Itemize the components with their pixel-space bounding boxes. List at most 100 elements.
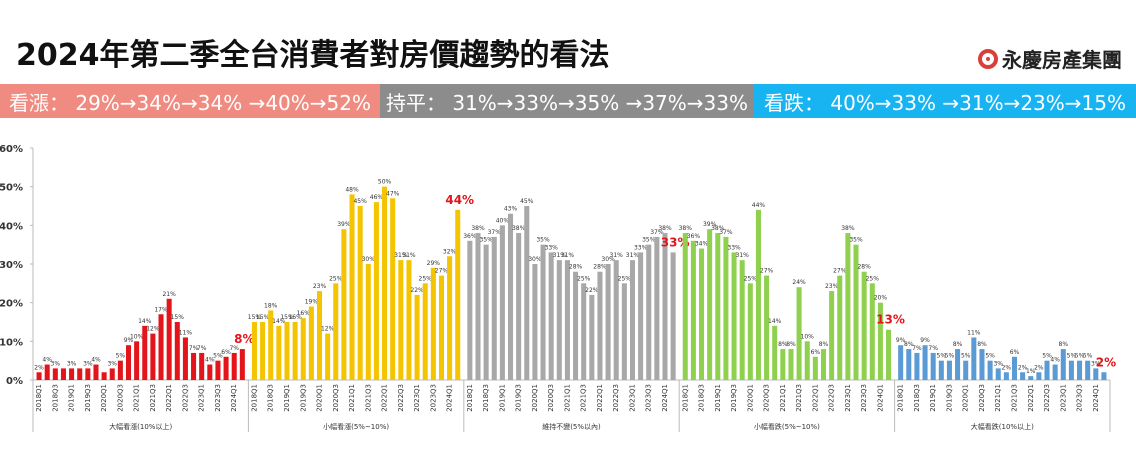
- x-tick-label: 2020Q3: [978, 384, 986, 412]
- data-label: 33%: [634, 244, 648, 251]
- y-tick-label: 0%: [6, 376, 23, 387]
- bar: [1028, 376, 1034, 380]
- data-label: 38%: [841, 225, 855, 232]
- data-label: 31%: [402, 252, 416, 259]
- x-tick-label: 2020Q3: [763, 384, 771, 412]
- bar: [589, 294, 595, 380]
- bar: [556, 260, 562, 380]
- data-label: 4%: [205, 357, 215, 364]
- highlight-label: 13%: [876, 313, 905, 327]
- bar: [963, 360, 969, 380]
- x-tick-label: 2018Q1: [897, 384, 905, 412]
- x-tick-label: 2024Q1: [230, 384, 238, 412]
- data-label: 23%: [313, 283, 327, 290]
- data-label: 5%: [1067, 353, 1077, 360]
- x-tick-label: 2021Q1: [133, 384, 141, 412]
- bar: [325, 333, 331, 380]
- bar: [1077, 360, 1083, 380]
- x-tick-label: 2020Q3: [547, 384, 555, 412]
- bar: [166, 298, 172, 380]
- bar: [747, 283, 753, 380]
- bar: [1068, 360, 1074, 380]
- logo-text: 永慶房產集團: [1002, 48, 1122, 72]
- bar: [365, 264, 371, 380]
- bar: [101, 372, 107, 380]
- data-label: 35%: [536, 237, 550, 244]
- bar: [406, 260, 412, 380]
- data-label: 3%: [83, 360, 93, 367]
- y-tick-label: 50%: [0, 183, 23, 194]
- data-label: 6%: [221, 349, 231, 356]
- bar: [540, 244, 546, 380]
- data-label: 7%: [229, 345, 239, 352]
- bar: [886, 329, 892, 380]
- x-tick-label: 2020Q1: [316, 384, 324, 412]
- data-label: 5%: [116, 353, 126, 360]
- x-tick-label: 2021Q3: [580, 384, 588, 412]
- data-label: 28%: [569, 264, 583, 271]
- data-label: 33%: [545, 244, 559, 251]
- data-label: 25%: [329, 275, 343, 282]
- bar: [199, 352, 205, 380]
- bar: [938, 360, 944, 380]
- x-tick-label: 2024Q1: [1092, 384, 1100, 412]
- bar: [308, 306, 314, 380]
- x-tick-label: 2024Q1: [446, 384, 454, 412]
- bar: [877, 302, 883, 380]
- highlight-label: 44%: [445, 193, 474, 207]
- bar: [629, 260, 636, 380]
- bar: [979, 349, 985, 380]
- data-label: 25%: [577, 275, 591, 282]
- data-label: 25%: [419, 275, 433, 282]
- data-label: 4%: [91, 357, 101, 364]
- x-tick-label: 2020Q1: [531, 384, 539, 412]
- bar: [390, 198, 396, 380]
- data-label: 3%: [993, 360, 1003, 367]
- x-tick-label: 2021Q3: [795, 384, 803, 412]
- bar: [670, 252, 676, 380]
- x-tick-label: 2019Q1: [714, 384, 722, 412]
- data-label: 14%: [768, 318, 782, 325]
- bar: [349, 194, 355, 380]
- data-label: 9%: [124, 337, 134, 344]
- bar: [499, 225, 505, 380]
- x-tick-label: 2018Q3: [267, 384, 275, 412]
- bar: [1020, 372, 1026, 380]
- x-tick-label: 2023Q1: [198, 384, 206, 412]
- x-tick-label: 2022Q1: [165, 384, 173, 412]
- bar: [898, 345, 904, 380]
- bar: [638, 252, 644, 380]
- bar: [820, 349, 827, 380]
- data-label: 9%: [896, 337, 906, 344]
- bar: [788, 349, 794, 380]
- x-tick-label: 2021Q1: [994, 384, 1002, 412]
- data-label: 39%: [703, 221, 717, 228]
- highlight-label: 8%: [234, 332, 254, 346]
- bar: [845, 233, 851, 380]
- highlight-label: 2%: [1096, 355, 1116, 369]
- x-tick-label: 2021Q3: [1010, 384, 1018, 412]
- x-tick-label: 2020Q3: [116, 384, 124, 412]
- bar: [597, 271, 603, 380]
- data-label: 8%: [778, 341, 788, 348]
- bar: [516, 233, 522, 380]
- x-tick-label: 2022Q3: [397, 384, 405, 412]
- data-label: 38%: [658, 225, 672, 232]
- data-label: 8%: [953, 341, 963, 348]
- bar: [861, 271, 867, 380]
- data-label: 37%: [488, 229, 502, 236]
- x-tick-label: 2023Q1: [413, 384, 421, 412]
- bar: [483, 244, 489, 380]
- bar: [715, 233, 721, 380]
- highlight-label: 33%: [661, 235, 690, 249]
- bar: [1093, 368, 1099, 380]
- data-label: 45%: [353, 198, 367, 205]
- data-label: 8%: [904, 341, 914, 348]
- data-label: 32%: [443, 248, 457, 255]
- x-tick-label: 2020Q1: [962, 384, 970, 412]
- data-label: 31%: [610, 252, 624, 259]
- bar: [987, 360, 993, 380]
- x-tick-label: 2022Q3: [612, 384, 620, 412]
- bar: [1101, 372, 1107, 380]
- data-label: 23%: [825, 283, 839, 290]
